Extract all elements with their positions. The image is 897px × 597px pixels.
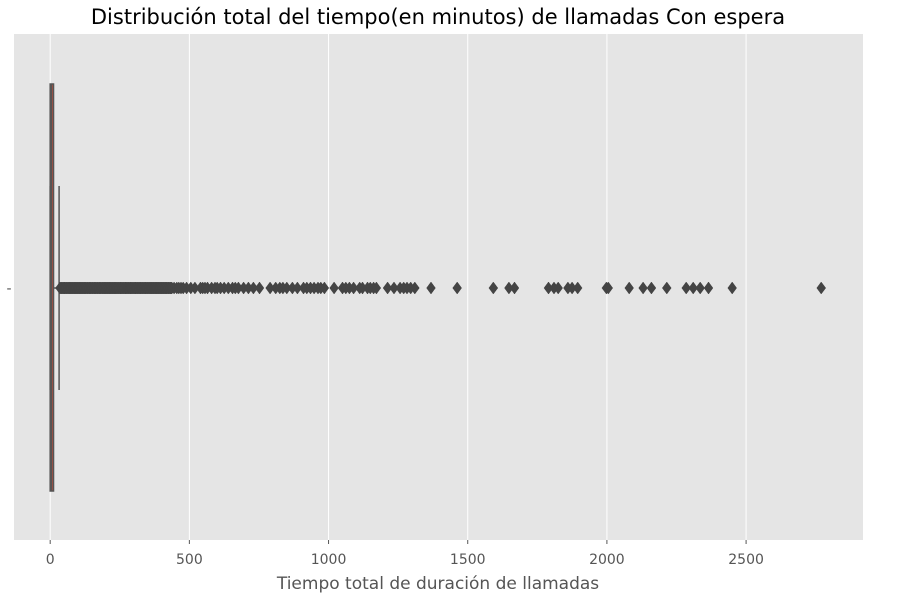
x-tick-label: 1500 [450, 552, 486, 568]
y-axis-ticks: - [6, 281, 11, 297]
outlier-point [695, 281, 705, 295]
outlier-point [681, 281, 692, 295]
x-tick-label: 2000 [589, 552, 625, 568]
outlier-point [638, 281, 648, 295]
outlier-points [55, 281, 827, 295]
outlier-point [509, 281, 520, 295]
outlier-point [382, 281, 393, 295]
outlier-point [319, 281, 330, 295]
outlier-point [329, 281, 339, 295]
outlier-point [688, 281, 698, 295]
outlier-point [703, 281, 714, 295]
box-layer [49, 83, 60, 492]
outlier-point [410, 281, 420, 295]
chart-title: Distribución total del tiempo(en minutos… [91, 5, 785, 29]
outlier-point [603, 281, 614, 295]
x-axis-label: Tiempo total de duración de llamadas [276, 574, 599, 594]
outlier-point [452, 281, 462, 295]
x-tick-label: 2500 [728, 552, 764, 568]
y-tick-label: - [6, 281, 11, 297]
x-tick-label: 0 [46, 552, 55, 568]
x-tick-label: 500 [176, 552, 203, 568]
outlier-point [254, 281, 265, 295]
outlier-point [624, 281, 634, 295]
outlier-point [727, 281, 737, 295]
outlier-point [553, 281, 563, 295]
outlier-point [371, 281, 382, 295]
outlier-point [572, 281, 583, 295]
outlier-point [661, 281, 672, 295]
outlier-point [816, 281, 827, 295]
x-axis-ticks: 0 500 1000 1500 2000 2500 [46, 540, 764, 568]
outlier-point [488, 281, 499, 295]
x-tick-label: 1000 [311, 552, 347, 568]
outlier-point [426, 281, 436, 295]
outlier-point [646, 281, 657, 295]
